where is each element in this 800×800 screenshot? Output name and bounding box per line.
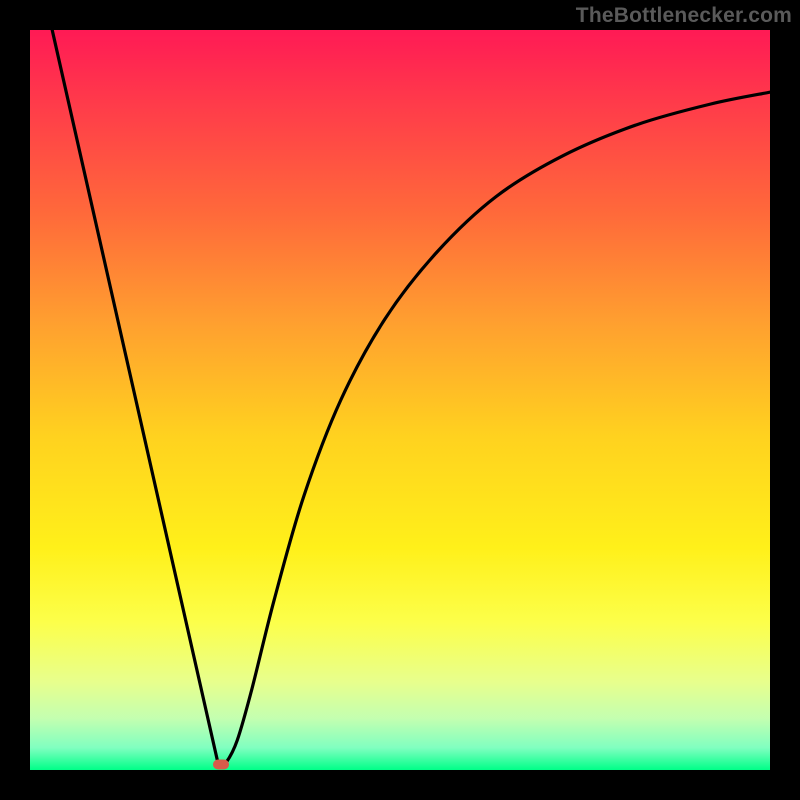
marker-svg: [212, 759, 229, 770]
marker-rect: [213, 759, 229, 769]
plot-area: [30, 30, 770, 770]
curve-path: [52, 30, 770, 766]
bottleneck-curve: [30, 30, 770, 770]
optimal-point-marker: [212, 757, 229, 770]
watermark-text: TheBottlenecker.com: [576, 4, 792, 28]
